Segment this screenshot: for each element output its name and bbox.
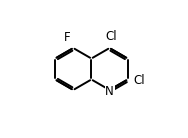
Text: F: F [64,31,70,44]
Text: N: N [105,85,114,98]
Text: Cl: Cl [133,74,145,87]
Text: Cl: Cl [105,30,117,43]
